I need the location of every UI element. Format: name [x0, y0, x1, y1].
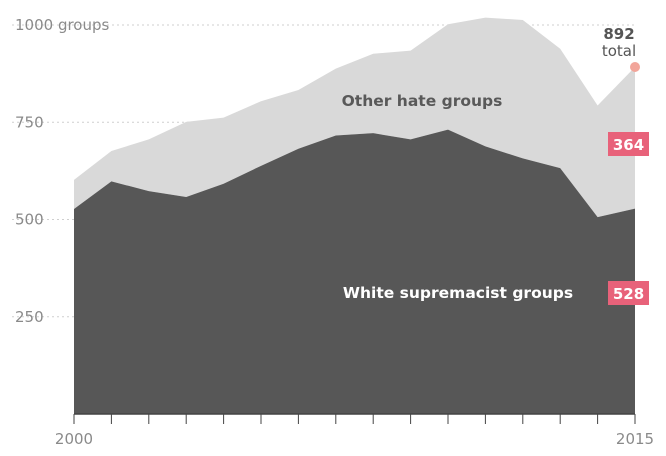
x-tick-label-2000: 2000 [55, 430, 93, 448]
area-white-supremacist-groups [74, 129, 635, 415]
y-tick-label-1000: 1000 groups [15, 16, 110, 34]
badge-white-supremacist-groups [608, 281, 649, 305]
x-axis [73, 413, 636, 424]
badge-other-hate-groups-value: 364 [613, 136, 644, 154]
badge-other-hate-groups [608, 132, 649, 156]
area-other-hate-groups [74, 17, 635, 218]
badge-white-supremacist-groups-value: 528 [613, 285, 644, 303]
total-value-label: 892 [603, 25, 634, 43]
series-label-white-supremacist-groups: White supremacist groups [343, 284, 573, 302]
total-word-label: total [602, 42, 636, 60]
y-tick-label-750: 750 [15, 113, 44, 131]
y-axis-tick-labels: 250 500 750 1000 groups [15, 16, 110, 326]
total-marker-dot [630, 62, 640, 73]
x-axis-tick-labels: 2000 2015 [55, 430, 654, 448]
series-label-other-hate-groups: Other hate groups [342, 92, 503, 110]
y-tick-label-250: 250 [15, 308, 44, 326]
x-tick-label-2015: 2015 [616, 430, 654, 448]
y-tick-label-500: 500 [15, 211, 44, 229]
